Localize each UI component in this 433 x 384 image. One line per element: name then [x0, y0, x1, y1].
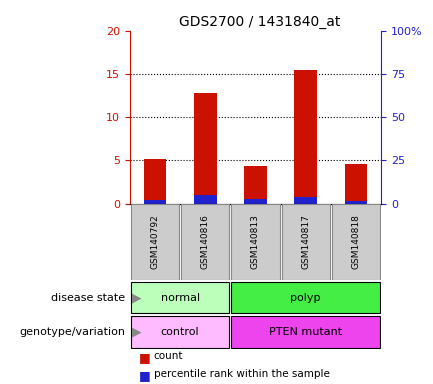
- FancyBboxPatch shape: [181, 204, 229, 280]
- Bar: [345, 201, 367, 204]
- Text: normal: normal: [161, 293, 200, 303]
- Text: ▶: ▶: [132, 291, 142, 304]
- Bar: [144, 200, 166, 204]
- FancyBboxPatch shape: [231, 204, 280, 280]
- Bar: [244, 199, 267, 204]
- Text: ■: ■: [139, 369, 150, 382]
- Bar: [294, 70, 317, 204]
- Text: GDS2700 / 1431840_at: GDS2700 / 1431840_at: [179, 15, 340, 29]
- Bar: [194, 195, 216, 204]
- Text: ■: ■: [139, 351, 150, 364]
- Text: GSM140792: GSM140792: [151, 215, 159, 269]
- FancyBboxPatch shape: [131, 204, 179, 280]
- Bar: [294, 197, 317, 204]
- Text: control: control: [161, 327, 200, 337]
- Bar: [194, 93, 216, 204]
- FancyBboxPatch shape: [281, 204, 330, 280]
- Text: GSM140817: GSM140817: [301, 215, 310, 269]
- Text: disease state: disease state: [52, 293, 126, 303]
- Text: polyp: polyp: [291, 293, 321, 303]
- Text: GSM140813: GSM140813: [251, 215, 260, 269]
- FancyBboxPatch shape: [131, 282, 229, 313]
- Bar: [345, 164, 367, 204]
- Text: GSM140816: GSM140816: [201, 215, 210, 269]
- Text: count: count: [154, 351, 183, 361]
- Text: GSM140818: GSM140818: [352, 215, 360, 269]
- Text: PTEN mutant: PTEN mutant: [269, 327, 342, 337]
- Text: genotype/variation: genotype/variation: [19, 327, 126, 337]
- Text: percentile rank within the sample: percentile rank within the sample: [154, 369, 330, 379]
- FancyBboxPatch shape: [231, 282, 380, 313]
- Bar: [244, 166, 267, 204]
- Text: ▶: ▶: [132, 326, 142, 339]
- FancyBboxPatch shape: [332, 204, 380, 280]
- FancyBboxPatch shape: [131, 316, 229, 348]
- Bar: [144, 159, 166, 204]
- FancyBboxPatch shape: [231, 316, 380, 348]
